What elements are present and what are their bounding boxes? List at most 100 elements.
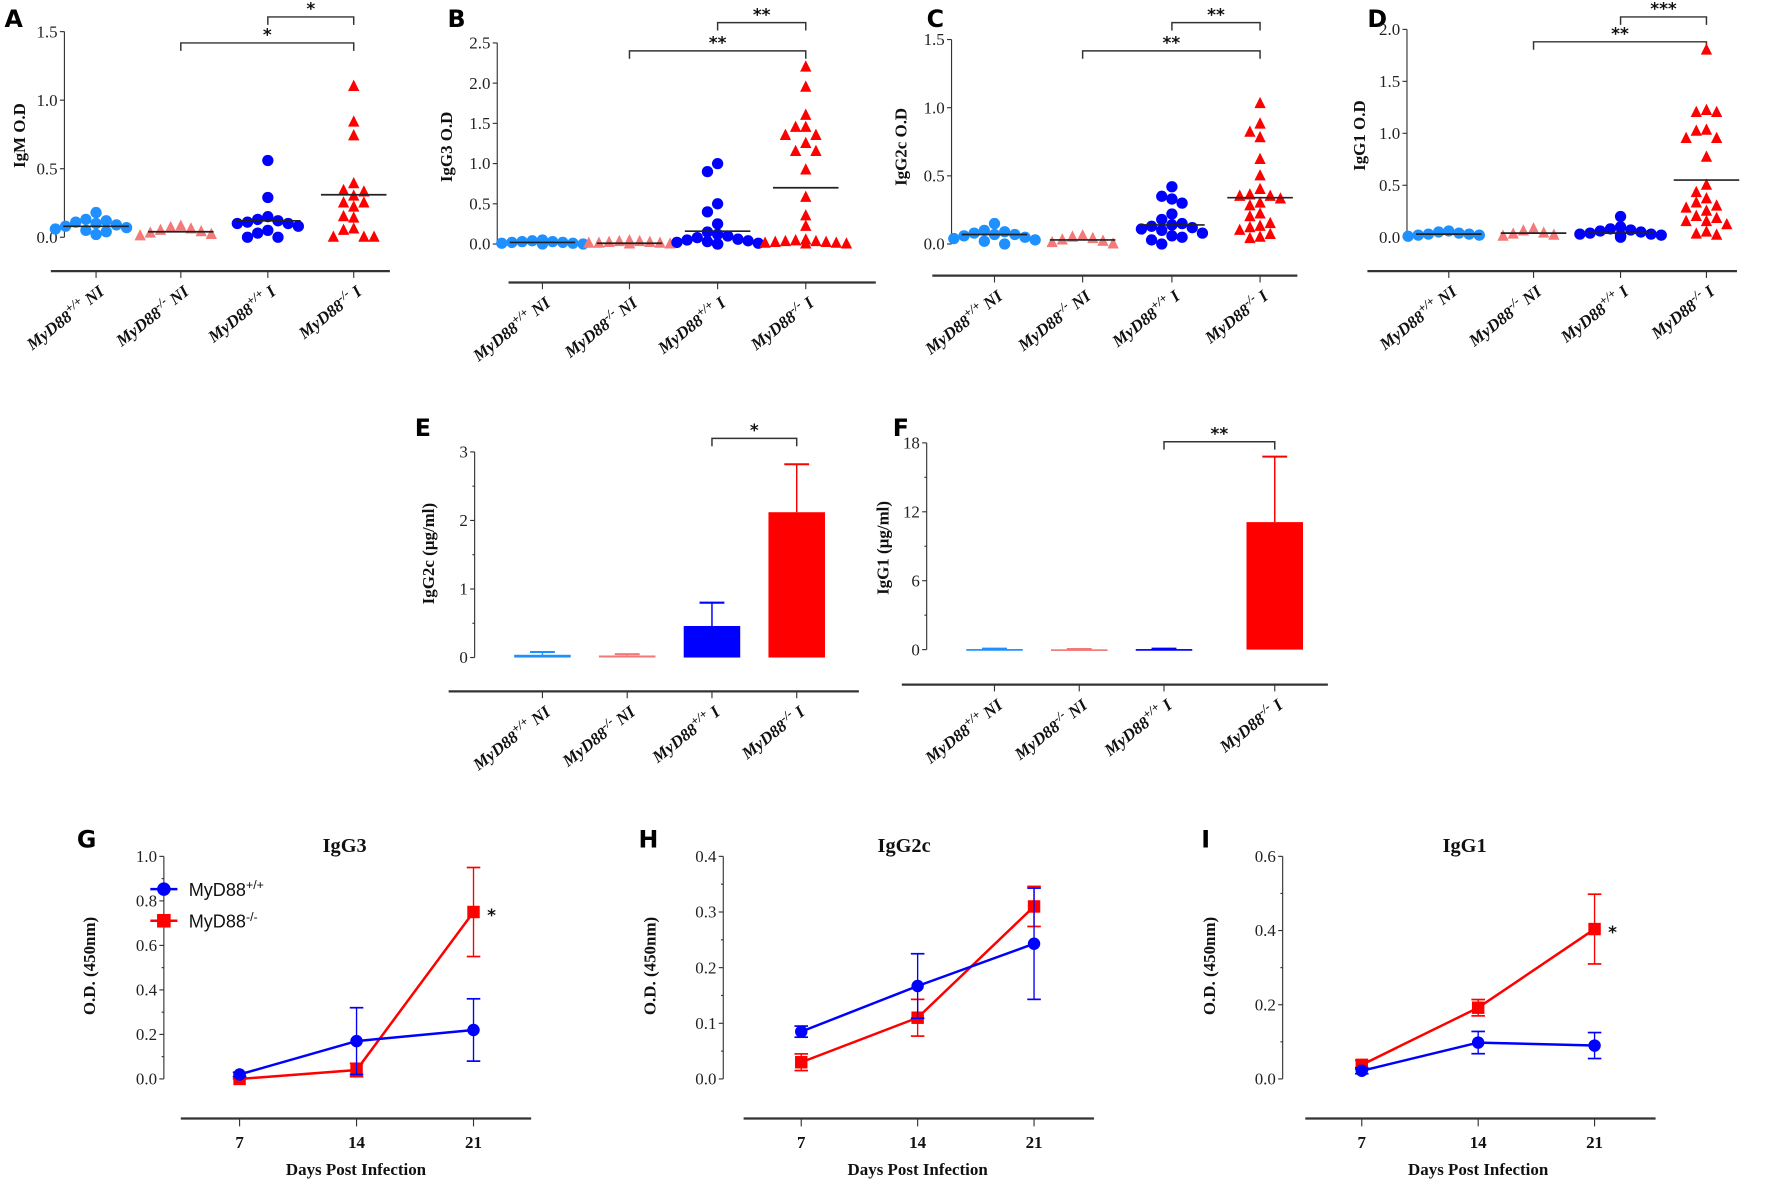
- data-point: [1029, 234, 1041, 246]
- data-point: [789, 234, 802, 246]
- significance-label: *: [263, 25, 272, 45]
- data-point: [1604, 223, 1617, 235]
- x-tick-label: MyD88-/- I: [1199, 283, 1273, 347]
- panel-letter: F: [893, 414, 909, 442]
- data-point: [1145, 220, 1158, 232]
- panel-letter: C: [927, 5, 944, 33]
- data-point: [789, 144, 802, 157]
- x-tick-label: MyD88+/+ I: [202, 279, 280, 347]
- y-axis-label: IgG1 O.D: [1350, 100, 1369, 171]
- y-axis-label: O.D. (450nm): [80, 917, 99, 1015]
- data-point: [800, 219, 812, 231]
- data-point: [800, 60, 812, 72]
- data-point: [90, 217, 102, 230]
- y-tick-label: 6: [911, 571, 919, 590]
- data-point: [1700, 150, 1713, 162]
- data-point: [711, 238, 724, 250]
- data-point: [195, 224, 207, 237]
- data-point: [1176, 217, 1188, 230]
- data-point: [691, 231, 703, 244]
- y-tick-label: 0.0: [695, 1070, 716, 1089]
- data-point: [1690, 124, 1702, 136]
- data-point: [1264, 216, 1276, 229]
- data-point: [496, 237, 508, 249]
- significance-label: **: [1162, 33, 1180, 53]
- y-tick-label: 0.3: [695, 903, 716, 922]
- data-point: [1497, 229, 1509, 241]
- data-point: [70, 216, 82, 228]
- data-point: [252, 213, 264, 226]
- y-tick-label: 2.5: [469, 34, 490, 53]
- chart-title: IgG2c: [878, 835, 931, 857]
- significance-bracket: [180, 42, 355, 51]
- x-tick-label: 21: [1586, 1133, 1603, 1152]
- panel-g: G 0.0 0.2 0.4 0.6 0.8 1.0 O.D. (450nm) IgG3 Days …: [77, 825, 532, 1179]
- x-axis-label: Days Post Infection: [286, 1160, 427, 1179]
- data-point: [1588, 1039, 1601, 1052]
- data-point: [701, 235, 714, 248]
- x-tick-label: MyD88-/- NI: [1008, 692, 1092, 764]
- x-tick-label: MyD88-/- I: [745, 290, 819, 354]
- data-point: [1254, 152, 1266, 165]
- data-point: [358, 185, 370, 197]
- data-point: [100, 226, 112, 238]
- data-point: [1548, 228, 1560, 240]
- data-point: [1196, 227, 1209, 239]
- significance-label: **: [753, 4, 771, 24]
- data-point: [348, 211, 360, 223]
- x-tick-label: 14: [348, 1133, 365, 1152]
- data-point: [1710, 211, 1723, 224]
- data-point: [1690, 196, 1702, 208]
- x-tick-label: MyD88+/+ NI: [1373, 279, 1461, 355]
- data-point: [241, 216, 254, 228]
- y-tick-label: 0.4: [695, 847, 717, 866]
- data-point: [368, 230, 380, 242]
- y-tick-label: 0.4: [136, 981, 158, 1000]
- y-tick-label: 0.8: [136, 892, 157, 911]
- y-tick-label: 0.5: [1379, 176, 1400, 195]
- data-point: [1614, 221, 1627, 233]
- x-tick-label: MyD88-/- I: [1645, 279, 1719, 343]
- significance-label: ***: [1650, 0, 1677, 19]
- data-point: [1254, 196, 1266, 208]
- data-point: [90, 206, 102, 219]
- data-point: [1700, 43, 1713, 55]
- data-point: [337, 209, 350, 222]
- data-point: [1710, 199, 1723, 211]
- data-point: [1176, 231, 1188, 243]
- bar: [598, 655, 656, 658]
- data-point: [1254, 182, 1266, 195]
- data-point: [800, 136, 812, 148]
- x-tick-label: 14: [909, 1133, 926, 1152]
- data-point: [583, 236, 595, 248]
- y-axis-label: IgG2c (µg/ml): [419, 503, 438, 604]
- legend-label: MyD88-/-: [189, 910, 258, 932]
- data-point: [1690, 209, 1702, 221]
- y-tick-label: 0.4: [1255, 921, 1277, 940]
- significance-bracket: [267, 16, 355, 25]
- data-point: [789, 120, 802, 132]
- x-tick-label: MyD88+/+ I: [1098, 692, 1176, 760]
- legend-marker: [157, 913, 171, 928]
- data-point: [1700, 192, 1713, 204]
- data-point: [327, 230, 340, 242]
- data-point: [1264, 189, 1276, 201]
- significance-bracket: [1171, 21, 1261, 31]
- y-tick-label: 1.5: [1379, 72, 1400, 91]
- data-point: [348, 129, 360, 141]
- data-point: [779, 128, 792, 140]
- data-point: [1645, 228, 1657, 240]
- data-point: [1087, 231, 1099, 244]
- y-tick-label: 2.0: [469, 74, 490, 93]
- data-point: [282, 217, 294, 230]
- data-point: [810, 144, 822, 157]
- data-point: [1244, 231, 1256, 244]
- chart-title: IgG1: [1443, 835, 1487, 857]
- x-tick-label: MyD88-/- NI: [1463, 279, 1547, 351]
- y-tick-label: 12: [903, 502, 920, 521]
- data-point: [613, 234, 625, 247]
- y-tick-label: 1.5: [924, 30, 945, 49]
- data-point: [175, 219, 187, 231]
- data-point: [1254, 230, 1266, 242]
